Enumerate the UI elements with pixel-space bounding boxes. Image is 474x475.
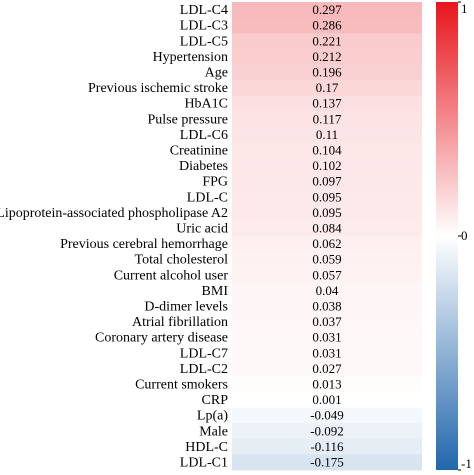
cell-value-label: -0.116: [310, 439, 344, 454]
heatmap-cell: [232, 111, 422, 128]
row-label: LDL-C2: [180, 362, 228, 377]
heatmap-cell: [232, 298, 422, 315]
row-label: FPG: [202, 175, 228, 190]
row-label: Male: [199, 424, 228, 439]
heatmap-cell: [232, 376, 422, 393]
row-label: Atrial fibrillation: [132, 315, 228, 330]
colorbar-tick-label: 1: [461, 1, 468, 16]
cell-value-label: 0.286: [312, 18, 342, 33]
heatmap-cell: [232, 236, 422, 252]
row-label: LDL-C4: [180, 3, 228, 18]
cell-value-label: 0.297: [312, 2, 342, 17]
cell-value-label: 0.031: [312, 345, 341, 360]
row-label: Current smokers: [135, 378, 228, 393]
row-label: LDL-C1: [180, 456, 228, 471]
row-label: BMI: [202, 284, 229, 299]
row-label: LDL-C5: [180, 34, 228, 49]
row-label: LDL-C: [187, 190, 228, 205]
row-label: CRP: [202, 393, 229, 408]
heatmap-rows: LDL-C4 0.297 LDL-C3 0.286 LDL-C5 0.221 Hyperte…: [0, 2, 422, 471]
cell-value-label: 0.084: [312, 221, 342, 236]
row-label: Hypertension: [153, 50, 228, 65]
colorbar-ticks: 1 0 -1: [458, 1, 472, 471]
cell-value-label: 0.031: [312, 330, 341, 345]
row-label: Previous cerebral hemorrhage: [60, 237, 228, 252]
heatmap-cell: [232, 360, 422, 377]
cell-value-label: 0.095: [312, 189, 341, 204]
heatmap-cell: [232, 189, 422, 206]
row-label: Current alcohol user: [114, 268, 229, 283]
cell-value-label: 0.027: [312, 361, 342, 376]
heatmap-cell: [232, 204, 422, 221]
row-label: Lipoprotein-associated phospholipase A2: [0, 206, 228, 221]
heatmap-cell: [232, 173, 422, 190]
cell-value-label: 0.001: [312, 392, 341, 407]
colorbar-tick-label: -1: [461, 456, 472, 471]
heatmap-cell: [232, 126, 422, 143]
cell-value-label: 0.212: [312, 49, 341, 64]
row-label: Total cholesterol: [135, 253, 229, 268]
cell-value-label: -0.175: [310, 455, 344, 470]
row-label: Pulse pressure: [148, 112, 229, 127]
cell-value-label: 0.013: [312, 377, 341, 392]
row-label: Previous ischemic stroke: [88, 81, 228, 96]
heatmap-cell: [232, 329, 422, 346]
heatmap-cell: [232, 64, 422, 81]
heatmap-cell: [232, 33, 422, 50]
heatmap-cell: [232, 407, 422, 424]
cell-value-label: 0.17: [316, 80, 339, 95]
row-label: Uric acid: [176, 222, 228, 237]
heatmap-cell: [232, 142, 422, 159]
row-label: HDL-C: [185, 440, 228, 455]
cell-value-label: 0.11: [316, 127, 338, 142]
row-label: D-dimer levels: [144, 300, 228, 315]
heatmap-cell: [232, 438, 422, 455]
row-label: Coronary artery disease: [95, 331, 228, 346]
colorbar-gradient: [436, 2, 458, 470]
cell-value-label: 0.038: [312, 299, 341, 314]
row-label: Creatinine: [170, 144, 228, 159]
row-label: Age: [205, 66, 228, 81]
cell-value-label: -0.049: [310, 408, 344, 423]
cell-value-label: 0.117: [313, 111, 342, 126]
heatmap-cell: [232, 282, 422, 299]
heatmap-cell: [232, 392, 422, 408]
heatmap-cell: [232, 423, 422, 440]
heatmap-cell: [232, 345, 422, 362]
row-label: Lp(a): [197, 409, 228, 424]
heatmap-cell: [232, 314, 422, 330]
heatmap-cell: [232, 251, 422, 268]
colorbar-tick-label: 0: [461, 228, 468, 243]
cell-value-label: -0.092: [310, 423, 344, 438]
heatmap-cell: [232, 2, 422, 18]
colorbar: 1 0 -1: [436, 1, 472, 471]
heatmap-cell: [232, 95, 422, 112]
row-label: LDL-C6: [180, 128, 228, 143]
cell-value-label: 0.196: [312, 65, 342, 80]
cell-value-label: 0.097: [312, 174, 342, 189]
heatmap-cell: [232, 48, 422, 65]
cell-value-label: 0.221: [312, 33, 341, 48]
cell-value-label: 0.037: [312, 314, 342, 329]
heatmap-cell: [232, 17, 422, 34]
row-label: LDL-C7: [180, 346, 228, 361]
cell-value-label: 0.059: [312, 252, 341, 267]
row-label: Diabetes: [179, 159, 228, 174]
heatmap-cell: [232, 454, 422, 471]
cell-value-label: 0.095: [312, 205, 341, 220]
heatmap-cell: [232, 220, 422, 237]
cell-value-label: 0.104: [312, 143, 342, 158]
cell-value-label: 0.04: [316, 283, 339, 298]
cell-value-label: 0.102: [312, 158, 341, 173]
heatmap-cell: [232, 80, 422, 96]
row-label: HbA1C: [184, 97, 228, 112]
row-label: LDL-C3: [180, 19, 228, 34]
cell-value-label: 0.057: [312, 267, 342, 282]
cell-value-label: 0.062: [312, 236, 341, 251]
cell-value-label: 0.137: [312, 96, 342, 111]
heatmap-cell: [232, 158, 422, 174]
heatmap-cell: [232, 267, 422, 284]
